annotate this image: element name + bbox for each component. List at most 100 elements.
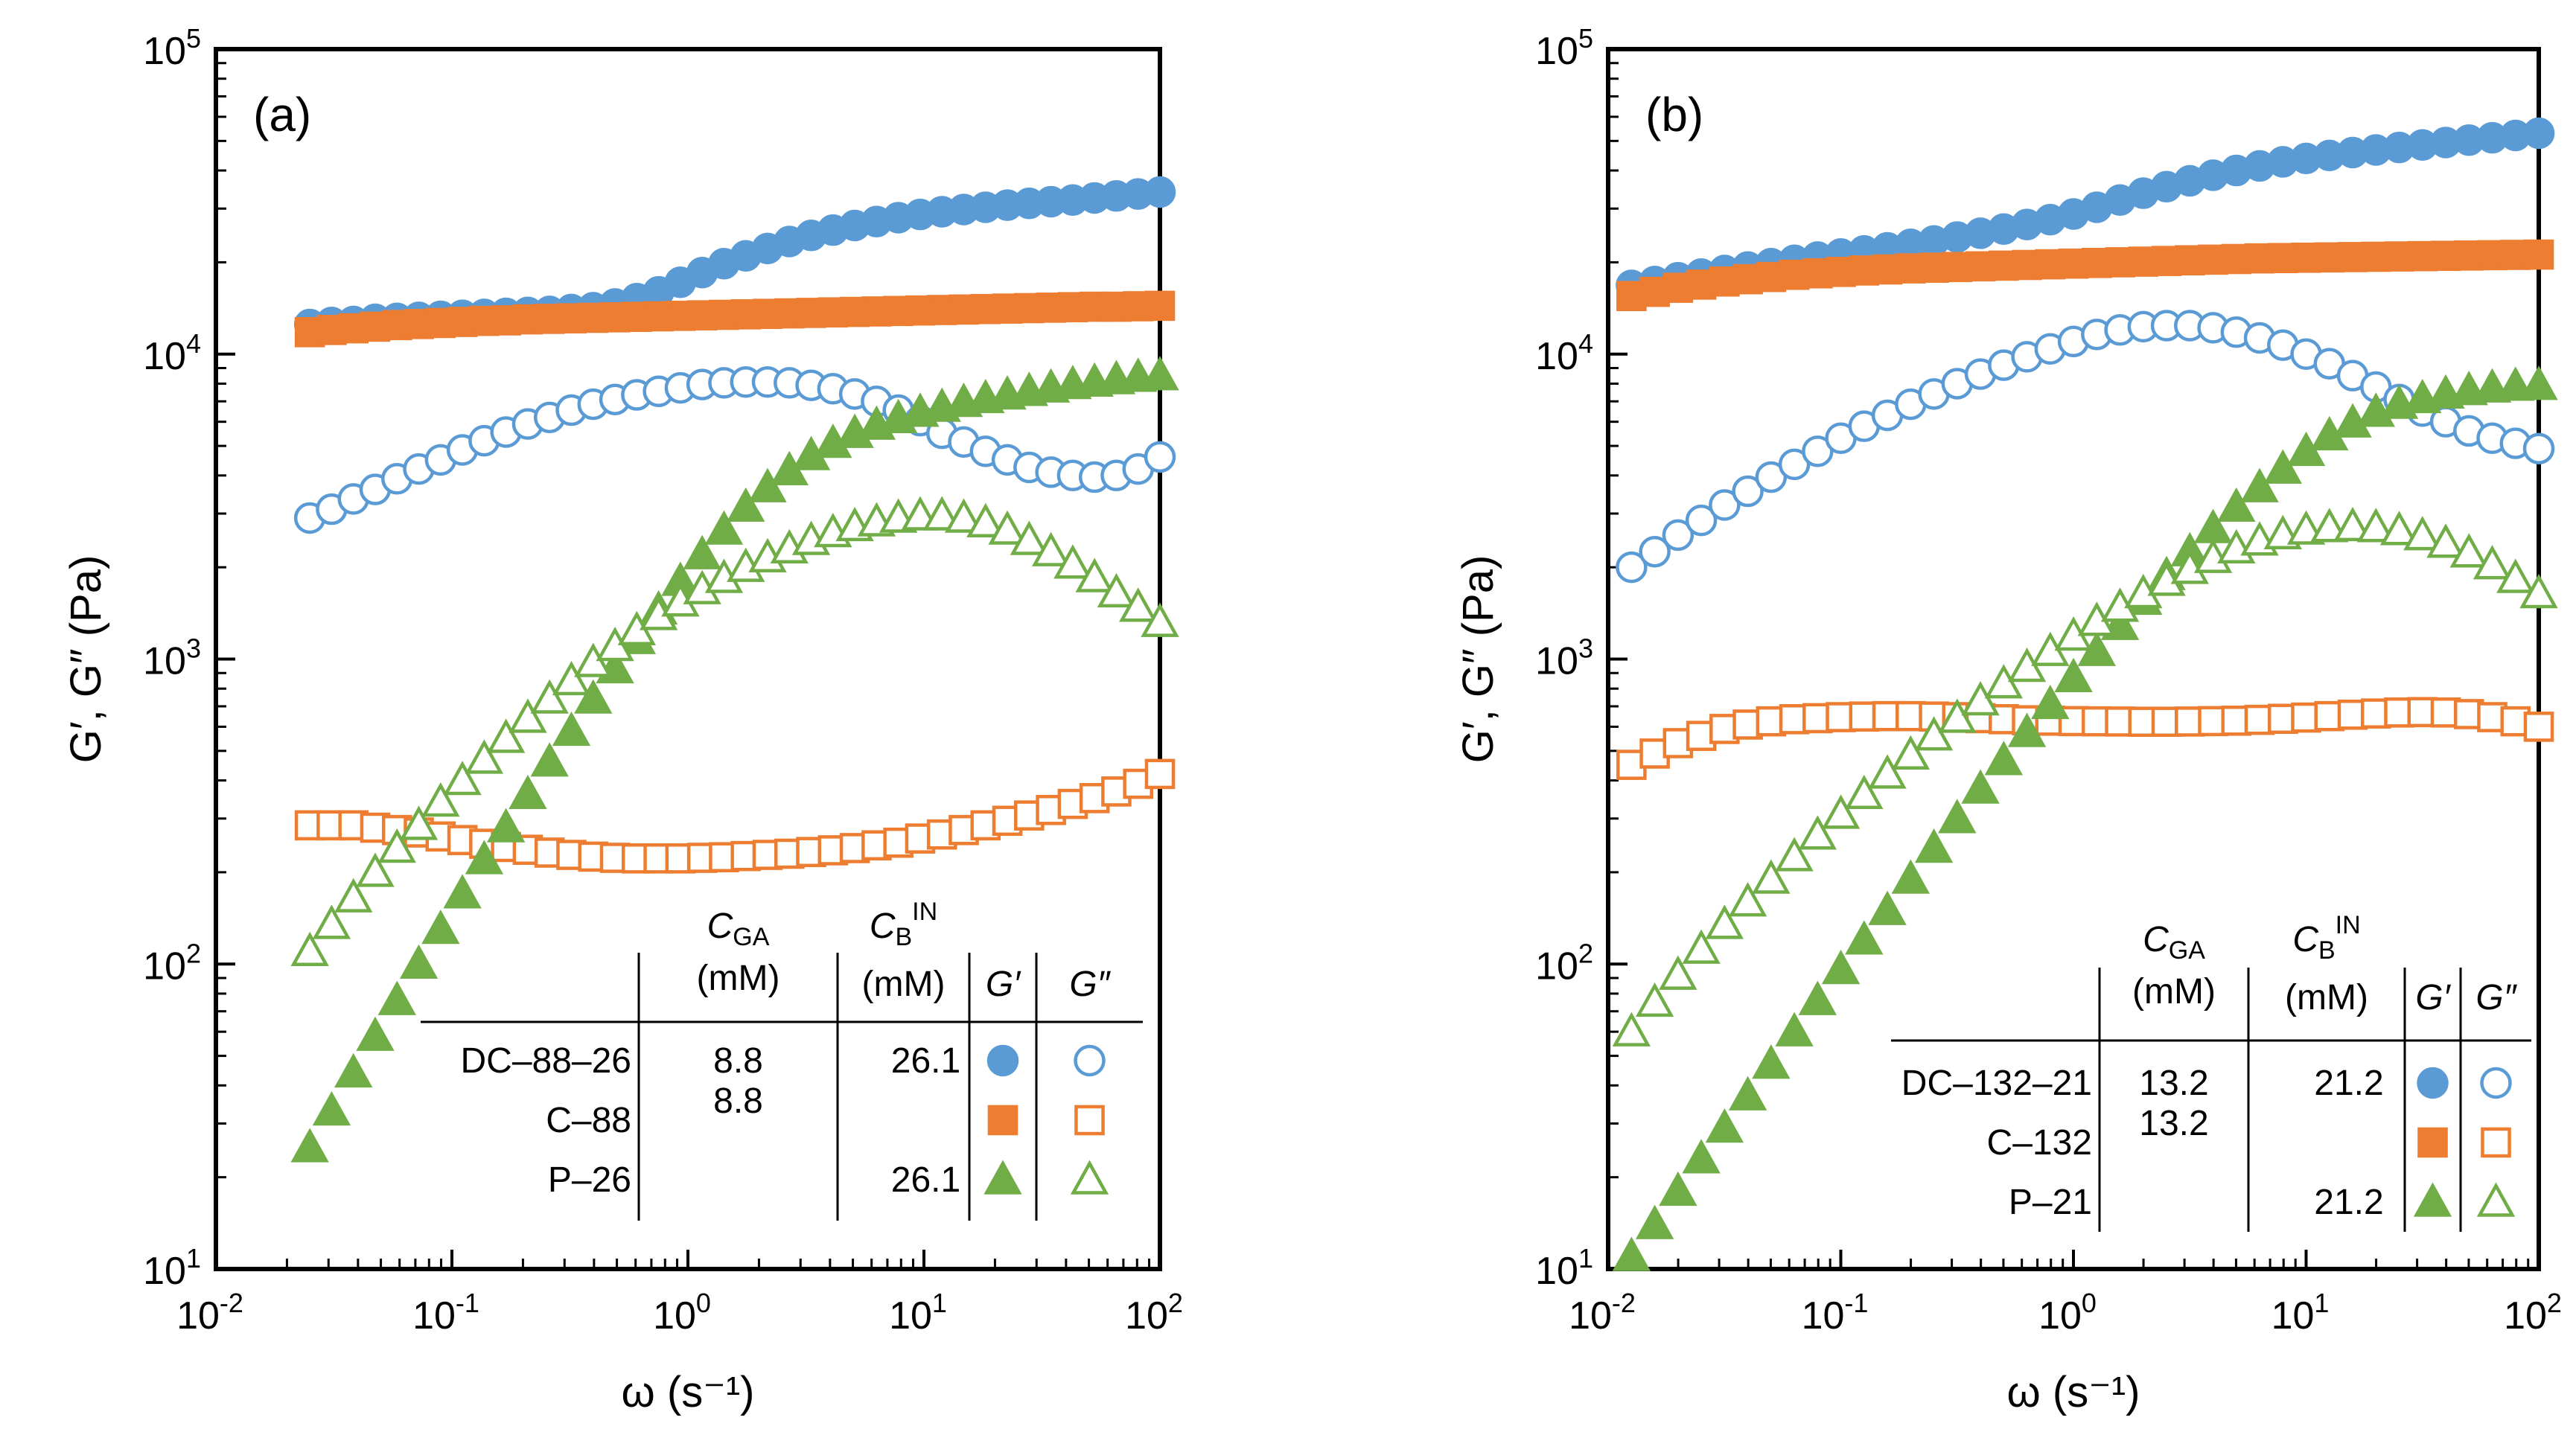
data-point — [1845, 774, 1884, 810]
data-point — [1635, 982, 1674, 1017]
data-point — [2310, 508, 2349, 543]
header-gprime: G′ — [2415, 978, 2451, 1017]
data-point — [443, 761, 482, 796]
data-point — [1868, 890, 1907, 925]
data-point — [1709, 489, 1741, 521]
data-point — [508, 774, 547, 810]
series-square-filled — [1616, 239, 2554, 312]
data-point — [486, 718, 526, 753]
data-point — [1144, 441, 1176, 473]
data-point — [1821, 950, 1861, 985]
row-sample-name: DC–88–26 — [461, 1041, 632, 1081]
data-point — [1119, 587, 1158, 622]
data-point — [334, 1052, 373, 1088]
data-point — [1914, 828, 1954, 863]
data-point — [356, 1016, 395, 1051]
data-point — [2333, 506, 2372, 542]
data-point — [1144, 176, 1176, 208]
data-point — [683, 534, 721, 569]
row-cb: 21.2 — [2314, 1064, 2383, 1103]
data-point — [1682, 1139, 1721, 1174]
data-point — [1705, 904, 1744, 939]
data-point — [290, 1128, 329, 1163]
series-triangle-filled — [1612, 365, 2558, 1271]
series-square-open — [1616, 697, 2554, 780]
series-square-filled — [294, 290, 1176, 348]
data-point — [2522, 432, 2555, 464]
panel-label: (b) — [1645, 88, 1703, 141]
y-tick-label: 105 — [143, 23, 201, 73]
data-point — [1798, 815, 1837, 850]
row-cb: 21.2 — [2314, 1183, 2383, 1222]
data-point — [922, 496, 961, 531]
data-point — [2356, 508, 2395, 543]
data-point — [1097, 572, 1136, 608]
data-point — [486, 808, 526, 843]
y-tick-label: 104 — [1535, 328, 1593, 378]
data-point — [2449, 533, 2488, 568]
data-point — [421, 910, 460, 945]
data-point — [1010, 520, 1049, 555]
x-tick-label: 10-1 — [1802, 1288, 1869, 1337]
data-point — [1821, 794, 1861, 829]
panel-label: (a) — [253, 88, 311, 141]
data-point — [966, 502, 1005, 538]
data-point — [1616, 551, 1648, 584]
data-point — [1914, 716, 1954, 751]
x-tick-label: 102 — [1125, 1288, 1183, 1337]
data-point — [2217, 487, 2256, 522]
data-point — [2519, 573, 2558, 609]
legend-table: CGA (mM) CBIN (mM) G′ G″ DC–88–26 8.8 26.1 C–88 8.… — [421, 898, 1143, 1221]
data-point — [704, 510, 744, 545]
data-point — [2403, 516, 2442, 551]
data-point — [1728, 1076, 1767, 1110]
data-point — [1144, 758, 1176, 790]
data-point — [1075, 557, 1114, 592]
data-point — [1612, 1011, 1651, 1046]
data-point — [1141, 356, 1179, 391]
data-point — [1728, 882, 1767, 917]
data-point — [2240, 467, 2279, 502]
data-point — [2007, 712, 2047, 747]
x-tick-label: 101 — [889, 1288, 947, 1337]
data-point — [1868, 754, 1907, 789]
row-cb: 26.1 — [891, 1041, 960, 1081]
data-point — [552, 660, 591, 696]
data-point — [1802, 435, 1834, 467]
data-point — [465, 840, 504, 875]
data-point — [2473, 368, 2512, 403]
x-tick-label: 10-2 — [176, 1288, 243, 1337]
data-point — [312, 1091, 351, 1126]
x-tick-label: 102 — [2504, 1288, 2562, 1337]
data-point — [530, 679, 569, 714]
data-point — [2522, 117, 2555, 150]
row-cga: 13.2 — [2139, 1104, 2208, 1143]
header-cb: CBIN — [870, 898, 937, 951]
data-point — [1798, 980, 1837, 1015]
y-tick-label: 101 — [143, 1243, 201, 1293]
y-tick-label: 104 — [143, 328, 201, 378]
data-point — [2519, 365, 2558, 400]
data-point — [377, 828, 416, 863]
legend-marker-gdoubleprime — [1074, 1044, 1106, 1077]
data-point — [508, 698, 547, 733]
header-gprime: G′ — [986, 965, 1021, 1004]
legend-marker-gdoubleprime — [2476, 1182, 2516, 1217]
x-tick-label: 100 — [2038, 1288, 2097, 1337]
data-point — [2426, 523, 2465, 558]
legend-marker-gdoubleprime — [1074, 1105, 1105, 1136]
data-point — [2523, 712, 2554, 742]
data-point — [552, 711, 591, 747]
data-point — [1141, 602, 1179, 637]
row-sample-name: DC–132–21 — [1901, 1064, 2092, 1103]
data-point — [2031, 684, 2070, 720]
data-point — [2496, 366, 2535, 401]
data-point — [530, 742, 569, 777]
data-point — [1775, 1011, 1814, 1046]
data-point — [1639, 535, 1671, 568]
data-point — [443, 874, 482, 909]
legend-table: CGA (mM) CBIN (mM) G′ G″ DC–132–21 13.2 21.2 C–13… — [1891, 911, 2531, 1232]
row-cga: 8.8 — [713, 1081, 763, 1121]
data-point — [1662, 519, 1695, 552]
